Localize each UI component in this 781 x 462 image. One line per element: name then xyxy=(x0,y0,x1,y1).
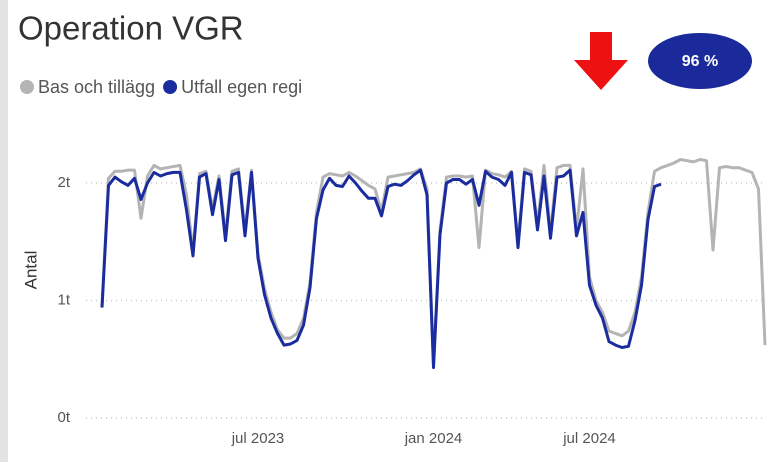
y-axis-label: Antal xyxy=(21,251,40,290)
legend-marker xyxy=(20,80,34,94)
legend-label: Utfall egen regi xyxy=(181,77,302,97)
x-tick-label: jul 2023 xyxy=(231,430,285,447)
badge xyxy=(648,33,752,89)
x-tick-label: jul 2024 xyxy=(562,430,616,447)
x-tick-label: jan 2024 xyxy=(404,430,463,447)
y-tick-label: 0t xyxy=(57,409,70,426)
legend: Bas och tillägg Utfall egen regi xyxy=(20,77,302,97)
y-tick-label: 1t xyxy=(57,291,70,308)
badge-text: 96 % xyxy=(682,53,718,70)
left-border xyxy=(0,0,8,462)
legend-marker xyxy=(163,80,178,94)
red-arrow xyxy=(574,32,628,90)
chart-title: Operation VGR xyxy=(18,10,244,47)
legend-label: Bas och tillägg xyxy=(38,77,155,97)
y-tick-label: 2t xyxy=(57,174,70,191)
series-line xyxy=(100,168,662,369)
